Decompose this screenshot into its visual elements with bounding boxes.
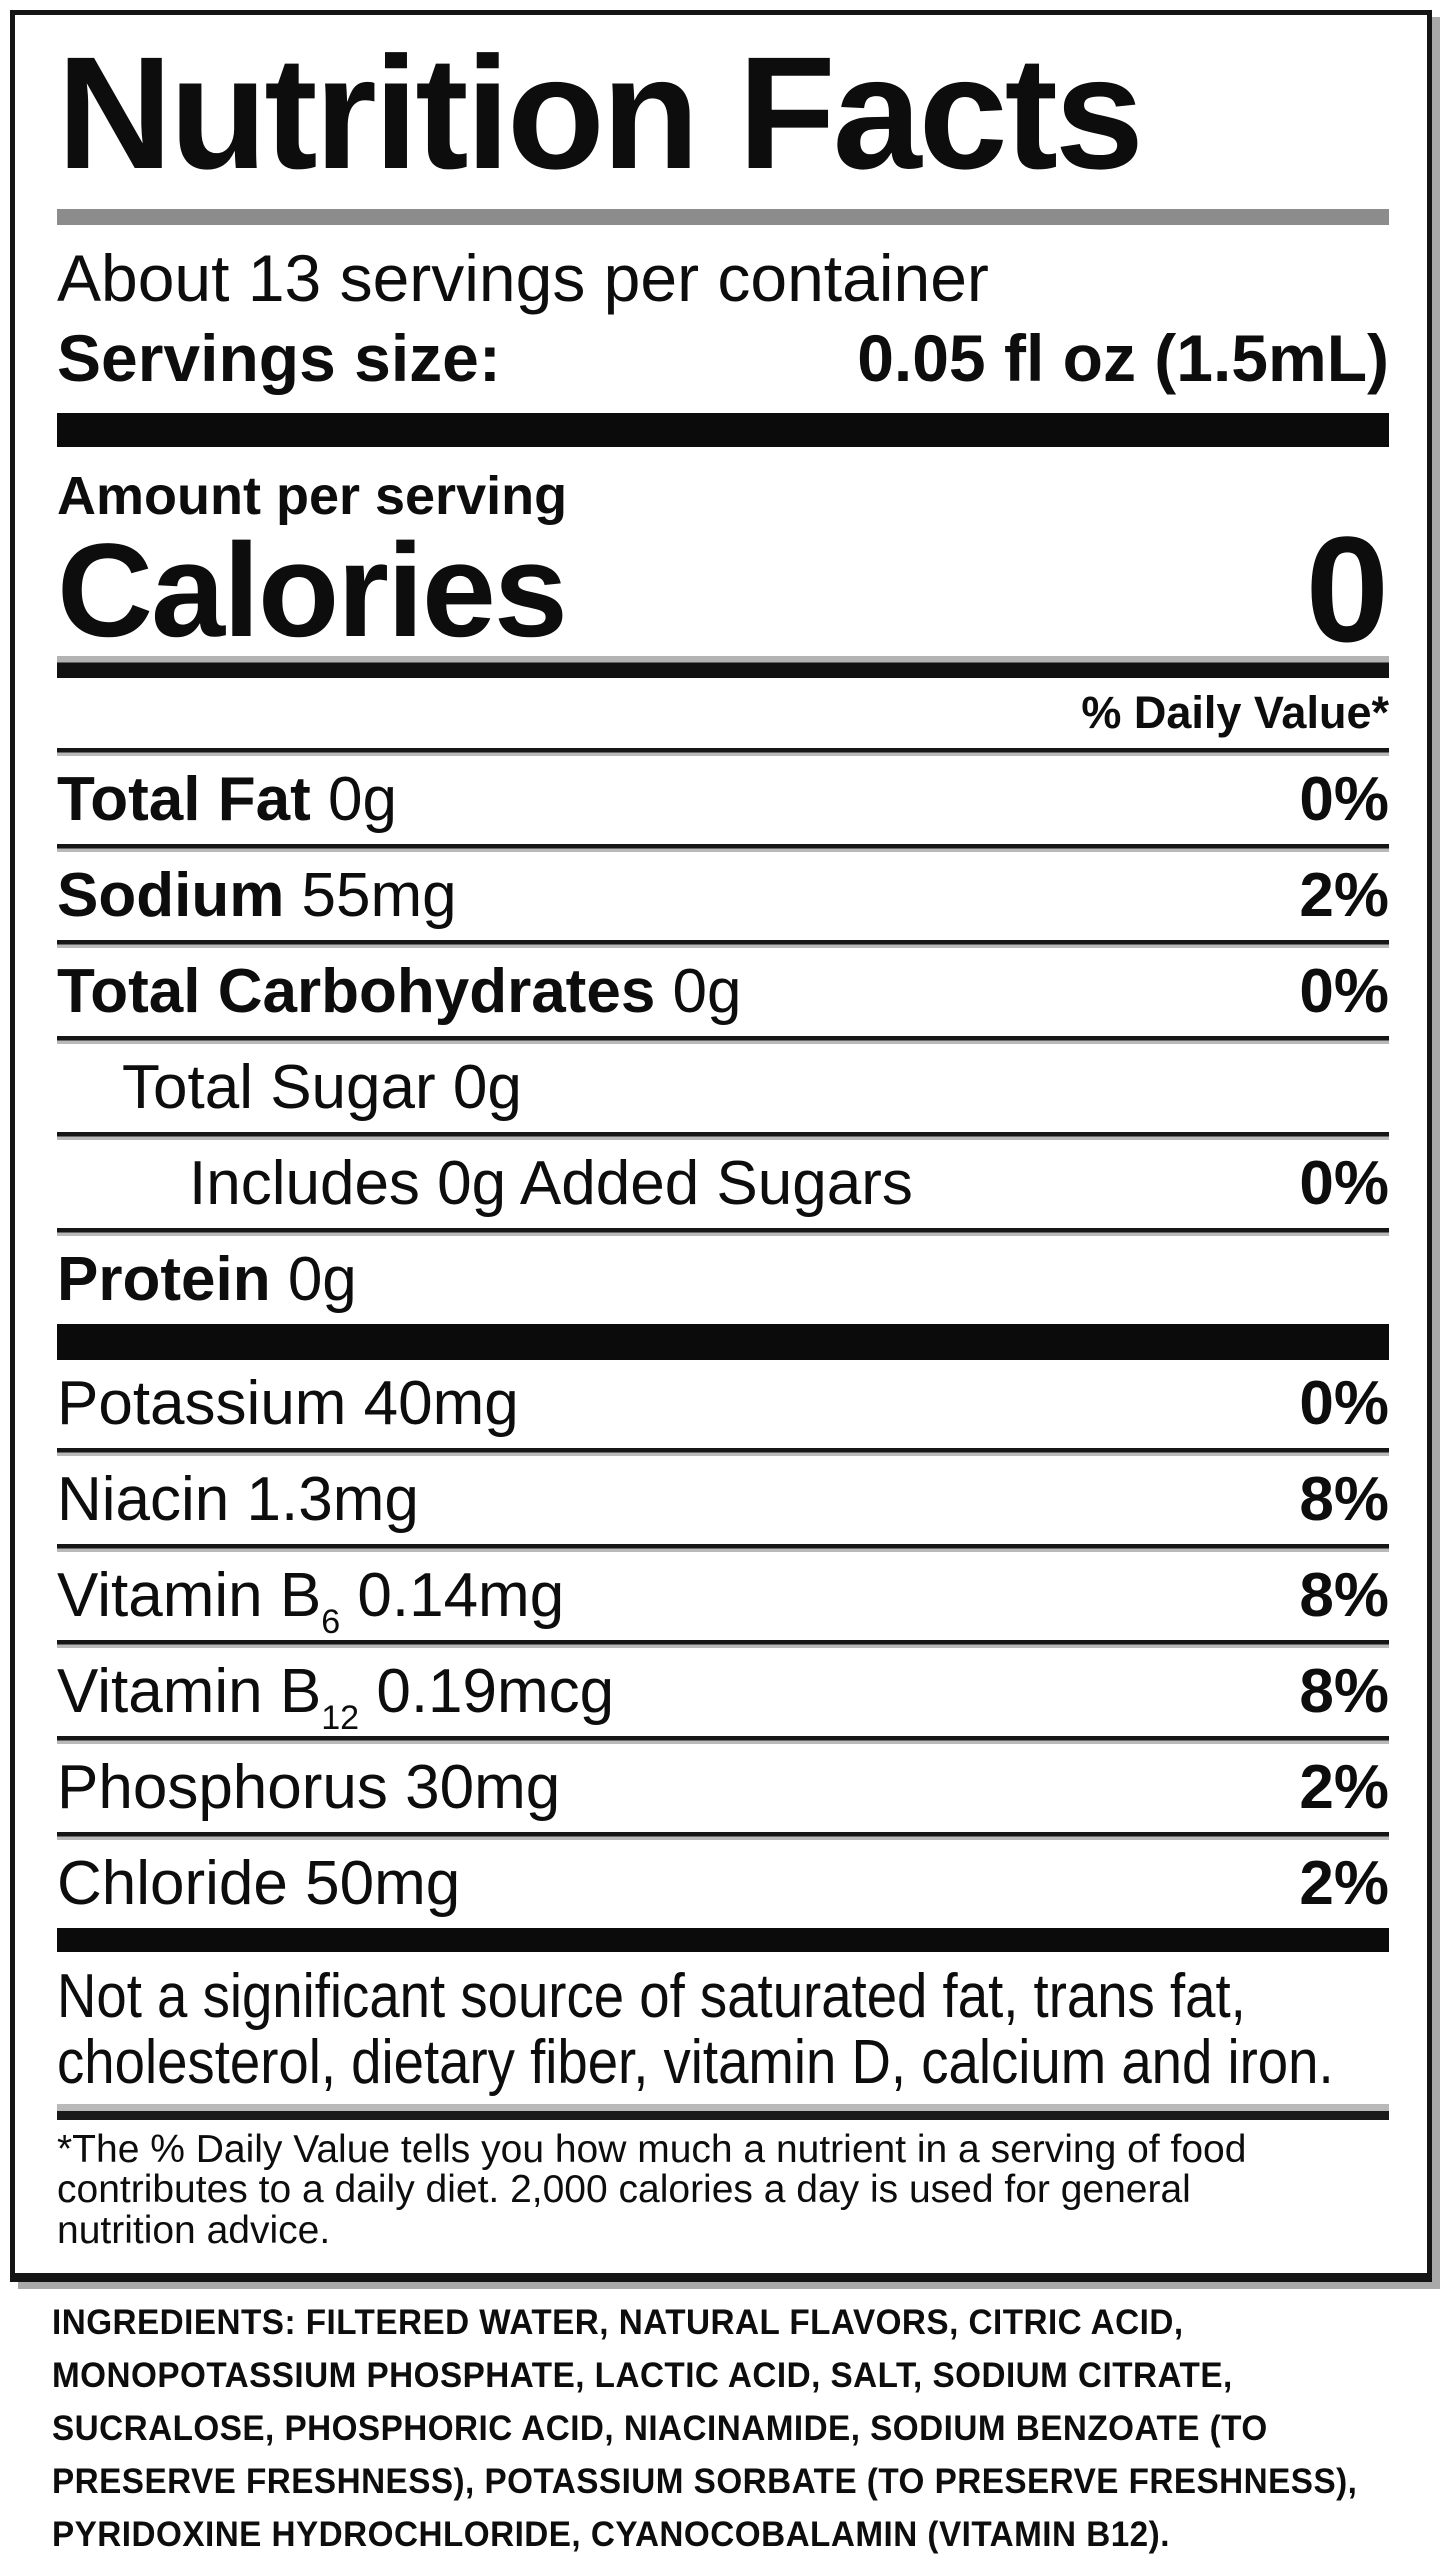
nutrient-name: Phosphorus 30mg [57, 1752, 561, 1822]
row-divider [57, 1735, 1389, 1744]
daily-value-header: % Daily Value* [1081, 687, 1389, 739]
serving-size-label: Servings size: [57, 320, 501, 395]
row-divider [57, 1447, 1389, 1456]
section-bar [57, 1927, 1389, 1952]
calories-divider [57, 656, 1389, 679]
nutrient-percent-dv: 0% [1299, 764, 1389, 834]
nutrient-rows-main: Total Fat 0g 0% Sodium 55mg 2% Total Carbohy… [57, 756, 1389, 1324]
row-divider [57, 1831, 1389, 1840]
calories-label: Calories [57, 517, 568, 666]
nutrition-facts-panel: Nutrition Facts About 13 servings per co… [10, 10, 1432, 2282]
nutrient-row: Total Fat 0g 0% [57, 756, 1389, 844]
nutrient-name: Niacin 1.3mg [57, 1464, 419, 1534]
title-divider [57, 209, 1389, 225]
nutrient-row: Vitamin B6 0.14mg 8% [57, 1552, 1389, 1640]
amount-per-serving-label: Amount per serving [57, 465, 568, 526]
row-divider [57, 1543, 1389, 1552]
row-divider [57, 747, 1389, 756]
nutrient-name: Chloride 50mg [57, 1848, 461, 1918]
serving-size-row: Servings size: 0.05 fl oz (1.5mL) [57, 321, 1389, 397]
nutrient-percent-dv: 0% [1299, 1148, 1389, 1218]
nutrient-name: Total Sugar 0g [122, 1052, 522, 1122]
row-divider [57, 1639, 1389, 1648]
daily-value-footnote: *The % Daily Value tells you how much a … [57, 2128, 1247, 2252]
row-divider [57, 939, 1389, 948]
calories-value: 0 [1305, 505, 1389, 674]
nutrient-row: Vitamin B12 0.19mcg 8% [57, 1648, 1389, 1736]
nutrient-percent-dv: 2% [1299, 1752, 1389, 1822]
row-divider [57, 1131, 1389, 1140]
nutrient-name: Protein 0g [57, 1244, 357, 1314]
footnote-divider [57, 2104, 1389, 2121]
ingredients-text: INGREDIENTS: FILTERED WATER, NATURAL FLA… [52, 2303, 1358, 2554]
nutrient-name: Total Fat 0g [57, 764, 397, 834]
row-divider [57, 1227, 1389, 1236]
section-bar [57, 412, 1389, 447]
serving-size-value: 0.05 fl oz (1.5mL) [857, 320, 1389, 395]
nutrient-rows-micronutrients: Potassium 40mg 0% Niacin 1.3mg 8% Vitamin B6… [57, 1360, 1389, 1928]
nutrient-name: Vitamin B6 0.14mg [57, 1560, 565, 1642]
nutrient-name: Sodium 55mg [57, 860, 457, 930]
nutrient-name: Includes 0g Added Sugars [189, 1148, 913, 1218]
section-bar [57, 1323, 1389, 1360]
calories-row: Calories 0 [57, 505, 1389, 674]
nutrient-row: Total Carbohydrates 0g 0% [57, 948, 1389, 1036]
nutrient-percent-dv: 8% [1299, 1560, 1389, 1630]
nutrient-row: Potassium 40mg 0% [57, 1360, 1389, 1448]
nutrient-percent-dv: 8% [1299, 1464, 1389, 1534]
nutrient-name: Vitamin B12 0.19mcg [57, 1656, 615, 1738]
nutrient-name: Total Carbohydrates 0g [57, 956, 742, 1026]
nutrient-percent-dv: 8% [1299, 1656, 1389, 1726]
panel-title: Nutrition Facts [57, 23, 1144, 202]
nutrient-row: Sodium 55mg 2% [57, 852, 1389, 940]
nutrient-name: Potassium 40mg [57, 1368, 519, 1438]
nutrient-row: Niacin 1.3mg 8% [57, 1456, 1389, 1544]
nutrient-percent-dv: 0% [1299, 956, 1389, 1026]
row-divider [57, 843, 1389, 852]
nutrient-percent-dv: 0% [1299, 1368, 1389, 1438]
not-significant-note: Not a significant source of saturated fa… [57, 1961, 1334, 2097]
nutrient-percent-dv: 2% [1299, 1848, 1389, 1918]
servings-per-container: About 13 servings per container [57, 241, 989, 315]
nutrient-row: Chloride 50mg 2% [57, 1840, 1389, 1928]
nutrient-percent-dv: 2% [1299, 860, 1389, 930]
nutrient-row: Protein 0g [57, 1236, 1389, 1324]
row-divider [57, 1035, 1389, 1044]
nutrient-row: Includes 0g Added Sugars 0% [57, 1140, 1389, 1228]
nutrient-row: Total Sugar 0g [57, 1044, 1389, 1132]
nutrient-row: Phosphorus 30mg 2% [57, 1744, 1389, 1832]
